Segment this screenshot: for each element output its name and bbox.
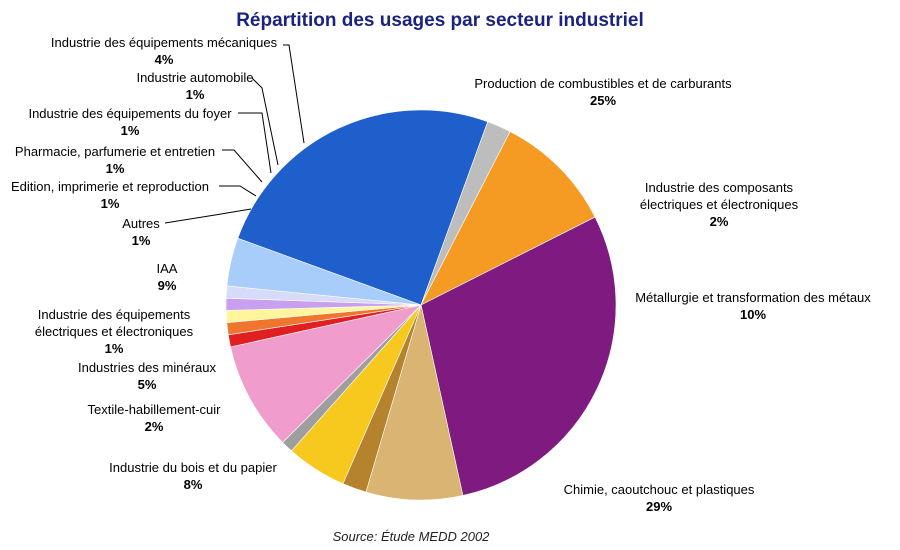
slice-label-autres: Autres 1% [122, 216, 160, 248]
slice-name-line: Industrie des équipements mécaniques [51, 35, 278, 50]
slice-value-label: 1% [132, 233, 151, 248]
slice-labels: Production de combustibles et de carbura… [11, 35, 871, 514]
slice-label-industrie-des-equipements-mecaniques: Industrie des équipements mécaniques 4% [51, 35, 278, 67]
slice-value-label: 1% [101, 196, 120, 211]
slice-label-iaa: IAA 9% [157, 261, 178, 293]
slice-label-production-de-combustibles-et-de-carburants: Production de combustibles et de carbura… [474, 76, 732, 108]
pie-slice-chimie-caoutchouc-et-plastiques [420, 216, 617, 496]
slice-name-line: Industrie des équipements du foyer [28, 106, 232, 121]
slice-name-line: Métallurgie et transformation des métaux [635, 290, 871, 305]
slice-value-label: 25% [590, 93, 616, 108]
pie-slice-iaa [230, 304, 422, 443]
leader-line-industrie-automobile [251, 77, 279, 166]
slice-value-label: 2% [710, 214, 729, 229]
slice-label-industrie-du-bois-et-du-papier: Industrie du bois et du papier 8% [109, 460, 277, 492]
slice-value-label: 1% [186, 87, 205, 102]
leader-line-edition-imprimerie-et-reproduction [219, 185, 257, 197]
slice-value-label: 4% [155, 52, 174, 67]
slice-name-line: Chimie, caoutchouc et plastiques [564, 482, 755, 497]
pie-slice-industrie-des-equipements-mecaniques [226, 237, 422, 306]
chart-source: Source: Étude MEDD 2002 [333, 529, 491, 544]
slice-label-industrie-automobile: Industrie automobile 1% [136, 70, 253, 102]
pie-slice-production-de-combustibles-et-de-carburants [237, 109, 489, 306]
slice-label-textile-habillement-cuir: Textile-habillement-cuir 2% [88, 402, 222, 434]
slice-label-edition-imprimerie-et-reproduction: Edition, imprimerie et reproduction 1% [11, 179, 209, 211]
slice-value-label: 1% [105, 341, 124, 356]
slice-name-line: Industrie automobile [136, 70, 253, 85]
slice-label-pharmacie-parfumerie-et-entretien: Pharmacie, parfumerie et entretien 1% [15, 144, 215, 176]
slice-label-industrie-des-equipements-du-foyer: Industrie des équipements du foyer 1% [28, 106, 232, 138]
slice-name-line: électriques et électroniques [640, 197, 799, 212]
slice-value-label: 10% [740, 307, 766, 322]
slice-label-industrie-des-composants-electriques-et-electroniques: Industrie des composants électriques et é… [640, 180, 799, 229]
leader-lines [164, 44, 305, 224]
slice-value-label: 1% [106, 161, 125, 176]
leader-line-autres [164, 208, 252, 224]
slice-name-line: Production de combustibles et de carbura… [474, 76, 732, 91]
slice-value-label: 5% [138, 377, 157, 392]
slice-label-chimie-caoutchouc-et-plastiques: Chimie, caoutchouc et plastiques 29% [564, 482, 755, 514]
chart-title: Répartition des usages par secteur indus… [236, 10, 644, 31]
pie-slices [225, 109, 617, 501]
leader-line-industrie-des-equipements-du-foyer [238, 112, 272, 174]
slice-name-line: Pharmacie, parfumerie et entretien [15, 144, 215, 159]
slice-label-metallurgie-et-transformation-des-metaux: Métallurgie et transformation des métaux… [635, 290, 871, 322]
slice-name-line: électriques et électroniques [35, 324, 194, 339]
slice-name-line: Industrie du bois et du papier [109, 460, 277, 475]
leader-line-pharmacie-parfumerie-et-entretien [222, 149, 263, 183]
slice-name-line: Industries des minéraux [78, 360, 217, 375]
leader-line-industrie-des-equipements-mecaniques [283, 44, 305, 144]
slice-label-industries-des-mineraux: Industries des minéraux 5% [78, 360, 217, 392]
slice-name-line: Industrie des composants [645, 180, 794, 195]
slice-value-label: 8% [184, 477, 203, 492]
slice-value-label: 1% [121, 123, 140, 138]
slice-name-line: Edition, imprimerie et reproduction [11, 179, 209, 194]
slice-name-line: Industrie des équipements [38, 307, 191, 322]
slice-label-industrie-des-equipements-electriques-et-electroniques: Industrie des équipements électriques et … [35, 307, 194, 356]
slice-name-line: Autres [122, 216, 160, 231]
slice-name-line: IAA [157, 261, 178, 276]
slice-value-label: 2% [145, 419, 164, 434]
slice-value-label: 9% [158, 278, 177, 293]
slice-value-label: 29% [646, 499, 672, 514]
pie-slice-metallurgie-et-transformation-des-metaux [420, 131, 596, 306]
slice-name-line: Textile-habillement-cuir [88, 402, 222, 417]
pie-slice-industrie-du-bois-et-du-papier [365, 304, 464, 501]
